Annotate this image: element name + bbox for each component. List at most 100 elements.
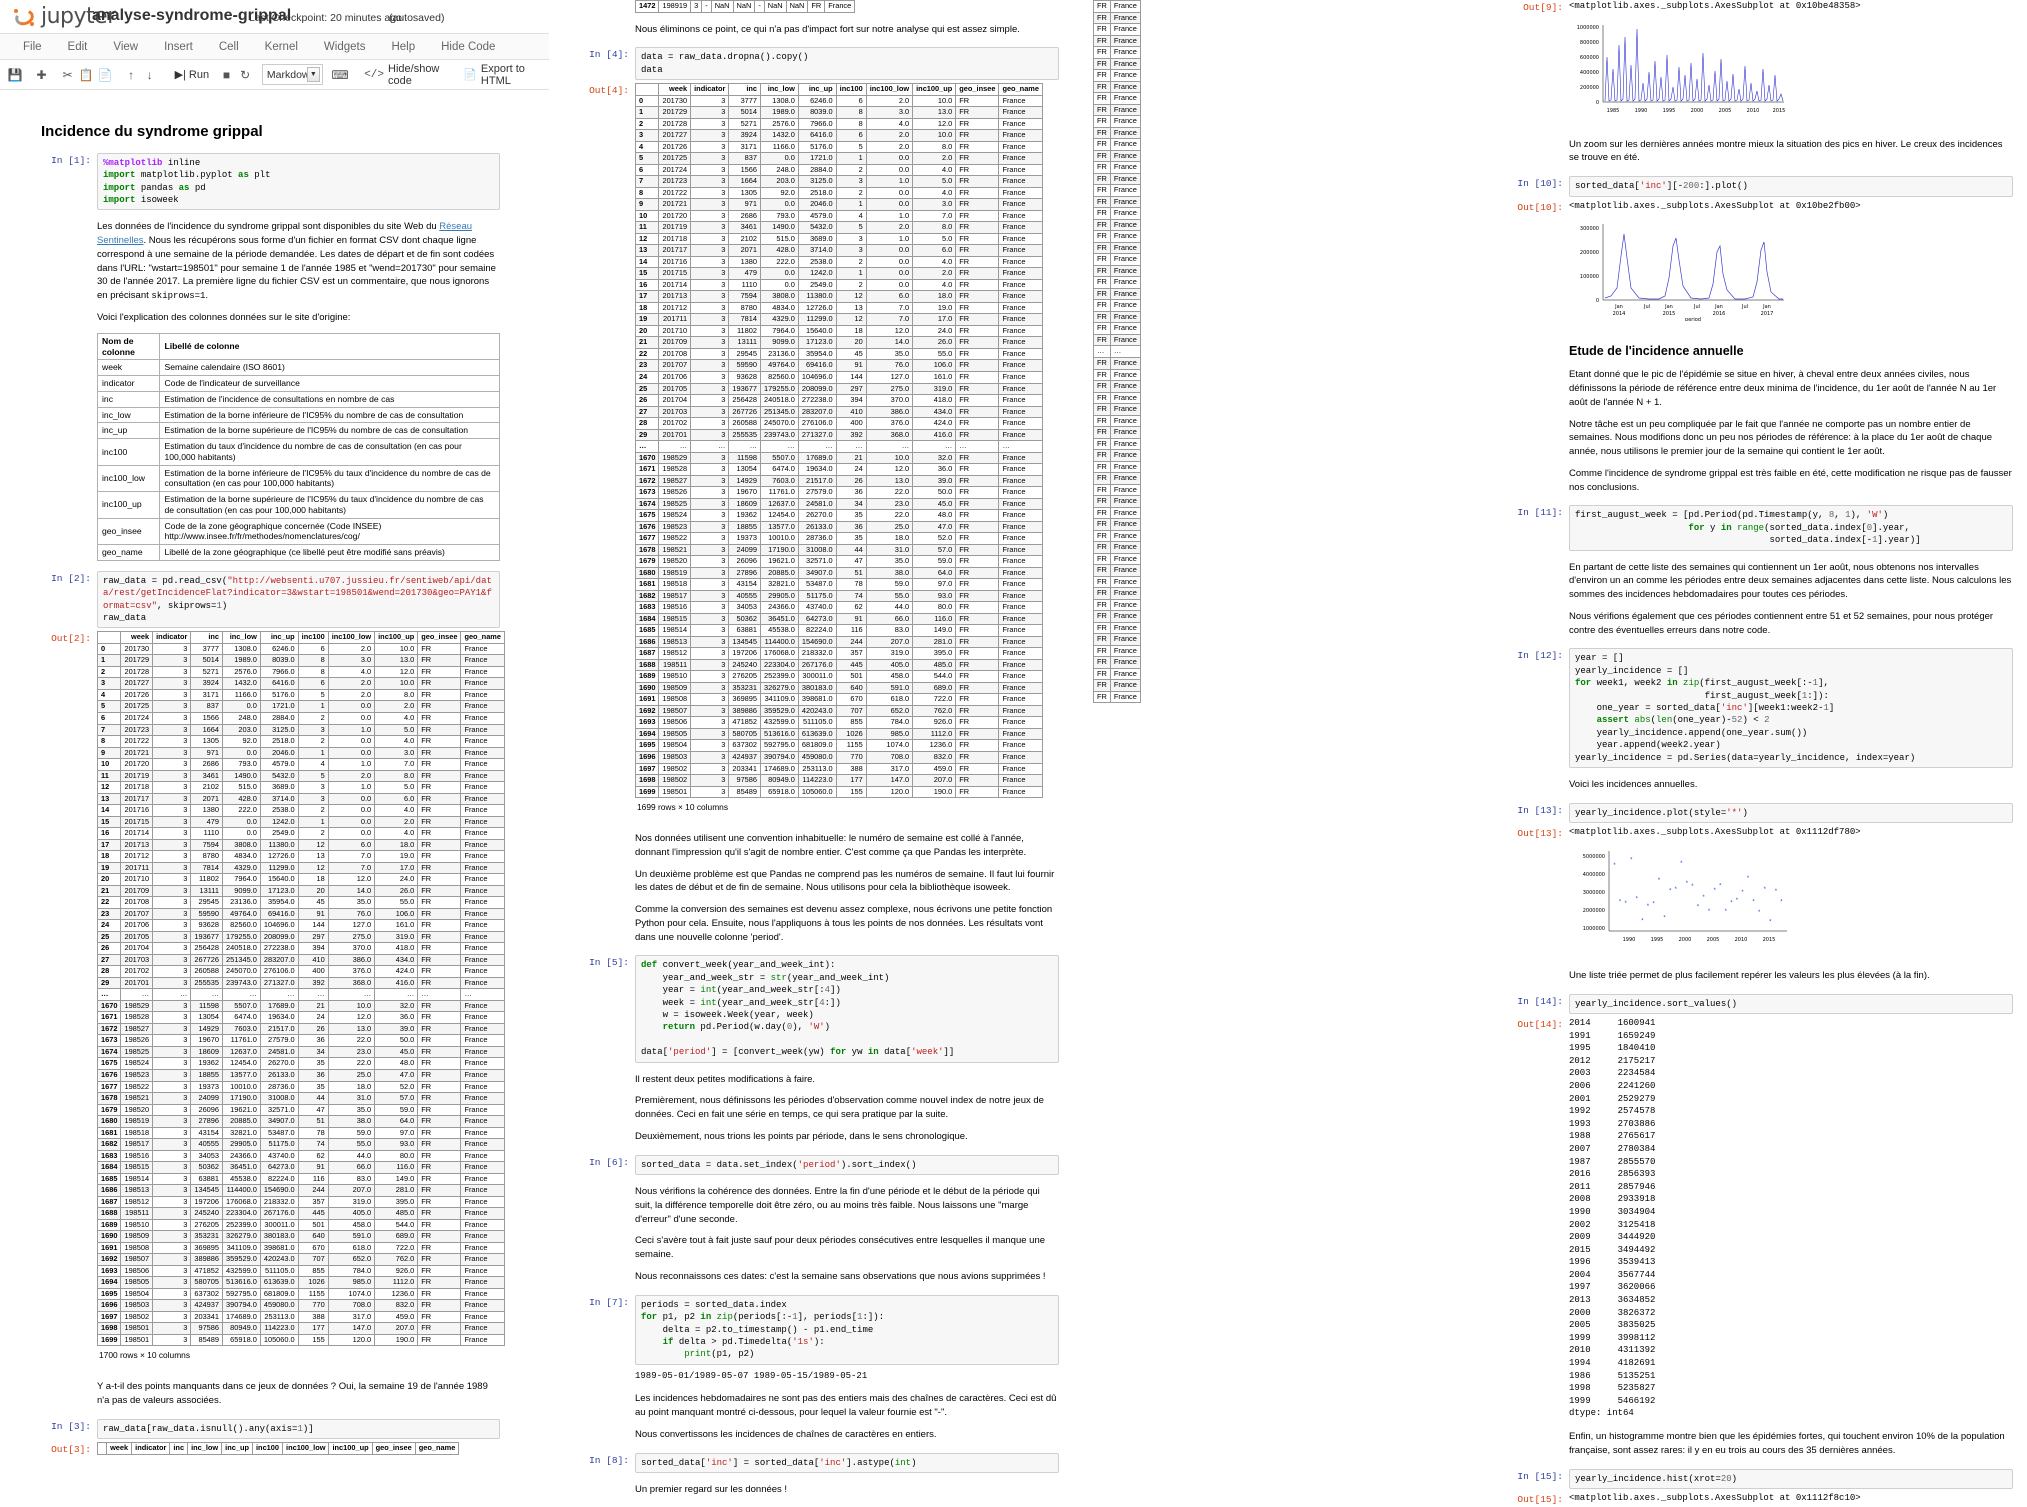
code-editor-1[interactable]: %matplotlib inline import matplotlib.pyp… [97, 152, 500, 211]
menu-edit[interactable]: Edit [67, 41, 88, 53]
menu-file[interactable]: File [23, 41, 42, 53]
table-row: FR France [1093, 241, 1141, 255]
run-button[interactable]: ▶| Run [167, 64, 218, 86]
menu-insert[interactable]: Insert [164, 41, 193, 53]
df-cell: 592795.0 [222, 1287, 261, 1301]
code-editor-13[interactable]: yearly_incidence.plot(style='*') [1569, 802, 2013, 824]
code-cell-12[interactable]: In [12]: year = [] yearly_incidence = []… [1513, 648, 2013, 769]
code-cell-1[interactable]: In [1]: %matplotlib inline import matplo… [41, 152, 500, 211]
para-ref-period: Etant donné que le pic de l'épidémie se … [1569, 369, 1997, 408]
code-editor-2[interactable]: raw_data = pd.read_csv("http://websenti.… [97, 570, 500, 629]
menu-widgets[interactable]: Widgets [323, 41, 366, 53]
code-cell-6[interactable]: In [6]: sorted_data = data.set_index('pe… [579, 1154, 1059, 1176]
df-row-index: 1673 [96, 1034, 122, 1047]
df-cell: France [1109, 287, 1141, 301]
code-cell-14[interactable]: In [14]: yearly_incidence.sort_values() [1513, 993, 2013, 1015]
df-cell: 418.0 [912, 394, 957, 407]
keyboard-icon[interactable]: ⌨ [331, 67, 349, 82]
code-cell-13[interactable]: In [13]: yearly_incidence.plot(style='*'… [1513, 802, 2013, 824]
cell-type-select[interactable]: Markdown ▼ [261, 64, 323, 85]
df-column-header: inc100_up [328, 1442, 373, 1455]
stop-icon[interactable]: ■ [222, 67, 231, 82]
code-editor-11[interactable]: first_august_week = [pd.Period(pd.Timest… [1569, 505, 2013, 551]
menu-cell[interactable]: Cell [218, 41, 239, 53]
code-cell-8[interactable]: In [8]: sorted_data['inc'] = sorted_data… [579, 1452, 1059, 1474]
df-cell: 283207.0 [797, 405, 837, 419]
code-editor-8[interactable]: sorted_data['inc'] = sorted_data['inc'].… [635, 1452, 1059, 1474]
code-cell-10[interactable]: In [10]: sorted_data['inc'][-200:].plot(… [1513, 176, 2013, 197]
df-cell: 2884.0 [259, 712, 299, 725]
code-editor-5[interactable]: def convert_week(year_and_week_int): yea… [635, 955, 1059, 1063]
code-editor-7[interactable]: periods = sorted_data.index for p1, p2 i… [635, 1294, 1059, 1365]
df-cell: 251345.0 [222, 953, 261, 967]
notebook-title[interactable]: analyse-syndrome-grippal [92, 7, 292, 24]
df-cell: 10010.0 [222, 1080, 261, 1093]
df-cell: 2.0 [327, 677, 376, 690]
df-cell: 18.0 [865, 532, 914, 545]
reseau-sentinelles-link[interactable]: Réseau Sentinelles [97, 221, 473, 247]
df-cell: 458.0 [327, 1218, 376, 1232]
df-cell: FR [417, 804, 462, 817]
df-cell: 3 [152, 792, 192, 806]
copy-icon[interactable]: 📋 [78, 67, 94, 82]
markdown-cell-zoom: Un zoom sur les dernières années montre … [1513, 131, 2013, 174]
df-cell: 201706 [658, 371, 692, 384]
df-cell: 3 [152, 1207, 192, 1220]
jupyter-logo[interactable]: jupyter [13, 4, 116, 29]
notebook-scroll-area-1[interactable]: Incidence du syndrome grippal In [1]: %m… [0, 95, 549, 1507]
code-editor-6[interactable]: sorted_data = data.set_index('period').s… [635, 1154, 1059, 1176]
df-cell: 34907.0 [259, 1115, 299, 1128]
df-cell: 434.0 [912, 405, 957, 419]
paste-icon[interactable]: 📄 [97, 67, 113, 82]
df-cell: France [460, 1011, 505, 1024]
code-cell-11[interactable]: In [11]: first_august_week = [pd.Period(… [1513, 505, 2013, 551]
df-cell: 0.0 [865, 152, 914, 165]
df-cell: 3 [690, 336, 730, 349]
move-up-icon[interactable]: ↑ [128, 67, 135, 82]
code-cell-3[interactable]: In [3]: raw_data[raw_data.isnull().any(a… [41, 1418, 500, 1440]
stdout-output-7: 1989-05-01/1989-05-07 1989-05-15/1989-05… [635, 1370, 868, 1381]
df-row-index: 1 [634, 106, 660, 119]
df-cell: 3 [690, 417, 730, 430]
df-cell: … [374, 988, 419, 1001]
scatter-marker: * [1725, 909, 1728, 915]
code-editor-10[interactable]: sorted_data['inc'][-200:].plot() [1569, 176, 2013, 197]
code-cell-7[interactable]: In [7]: periods = sorted_data.index for … [579, 1294, 1059, 1383]
df-cell: 3 [152, 1276, 192, 1289]
df-cell: 369895 [728, 693, 762, 706]
df-cell: … [190, 988, 224, 1001]
export-html-button[interactable]: 📄 Export to HTML [456, 63, 549, 87]
in-prompt-12: In [12]: [1517, 650, 1563, 662]
table-row: 1699 198501 3 85489 65918.0 105060.0 155 120.0 1… [96, 1333, 505, 1347]
hide-show-code-button[interactable]: </> Hide/show code [357, 63, 456, 87]
df-cell: FR [417, 1022, 462, 1036]
df-cell: 92.0 [222, 735, 261, 748]
code-editor-14[interactable]: yearly_incidence.sort_values() [1569, 993, 2013, 1015]
code-editor-15[interactable]: yearly_incidence.hist(xrot=20) [1569, 1468, 2013, 1489]
df-cell: 3 [690, 624, 730, 637]
markdown-cell-voici: Voici les incidences annuelles. [1513, 771, 2013, 800]
restart-kernel-icon[interactable]: ↻ [240, 67, 251, 82]
code-editor-12[interactable]: year = [] yearly_incidence = [] for week… [1569, 648, 2013, 769]
move-down-icon[interactable]: ↓ [146, 67, 153, 82]
cut-icon[interactable]: ✂ [62, 67, 73, 82]
code-cell-4[interactable]: In [4]: data = raw_data.dropna().copy() … [579, 47, 1059, 81]
code-editor-3[interactable]: raw_data[raw_data.isnull().any(axis=1)] [97, 1418, 500, 1440]
df-cell: 248.0 [760, 163, 799, 177]
df-cell: 27579.0 [259, 1034, 299, 1047]
menu-help[interactable]: Help [391, 41, 416, 53]
menu-view[interactable]: View [113, 41, 139, 53]
insert-cell-icon[interactable]: ✚ [36, 67, 47, 82]
code-cell-5[interactable]: In [5]: def convert_week(year_and_week_i… [579, 955, 1059, 1063]
save-icon[interactable]: 💾 [7, 67, 23, 82]
code-cell-2[interactable]: In [2]: raw_data = pd.read_csv("http://w… [41, 570, 500, 629]
code-editor-4[interactable]: data = raw_data.dropna().copy() data [635, 47, 1059, 81]
df-row-index: 5 [634, 152, 660, 165]
df-cell: 29545 [728, 347, 762, 361]
df-cell: 20 [297, 884, 329, 898]
df-cell: 104696.0 [797, 371, 837, 384]
code-cell-15[interactable]: In [15]: yearly_incidence.hist(xrot=20) [1513, 1468, 2013, 1489]
df-cell: FR [417, 1080, 462, 1093]
menu-hide-code[interactable]: Hide Code [441, 41, 496, 53]
menu-kernel[interactable]: Kernel [264, 41, 298, 53]
